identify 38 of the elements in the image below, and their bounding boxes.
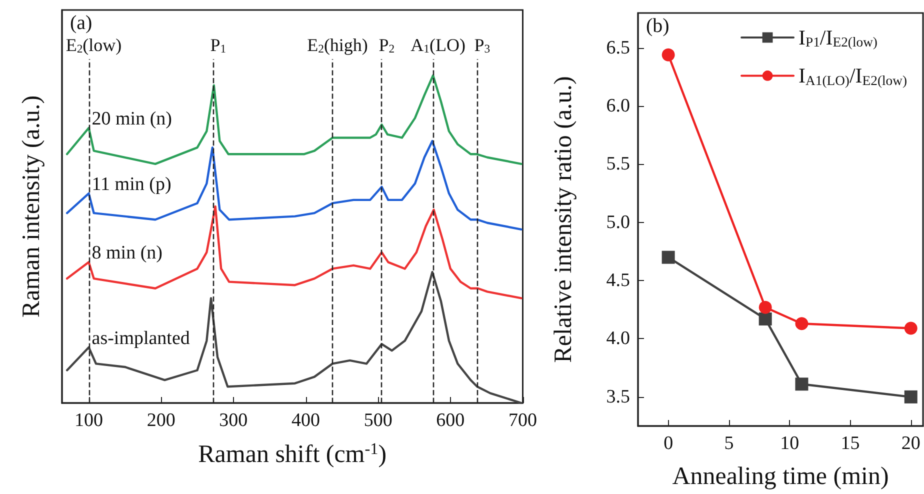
y-tick-label: 4.0 (606, 328, 630, 350)
legend-label: IP1/IE2(low) (798, 26, 878, 50)
x-tick-label: 500 (364, 410, 392, 431)
y-tick-label: 6.5 (606, 37, 630, 58)
y-tick-label: 5.5 (606, 154, 630, 175)
x-tick-label: 20 (901, 433, 920, 454)
y-tick-label: 6.0 (606, 96, 630, 117)
point (662, 48, 675, 62)
y-tick-label: 5.0 (606, 212, 630, 233)
x-tick-label: 600 (436, 410, 465, 431)
y-axis-title: Relative intensity ratio (a.u.) (550, 76, 577, 363)
point (758, 312, 772, 326)
y-tick-label: 3.5 (606, 386, 630, 408)
point (795, 378, 808, 391)
legend-label: IA1(LO)/IE2(low) (798, 64, 908, 88)
x-tick-label: 100 (74, 410, 104, 431)
series-label: as-implanted (92, 328, 190, 349)
x-tick-label: 15 (840, 433, 860, 454)
series-label: 8 min (n) (92, 242, 162, 264)
y-tick-label: 4.5 (606, 270, 630, 292)
point (758, 300, 772, 314)
x-tick-label: 300 (219, 410, 248, 431)
x-tick-label: 700 (508, 410, 537, 431)
series-label: 20 min (n) (92, 108, 172, 130)
x-tick-label: 400 (292, 410, 320, 431)
point (795, 317, 808, 330)
x-tick-label: 10 (780, 433, 800, 454)
series-label: 11 min (p) (92, 174, 172, 195)
chart-title: (a) (70, 12, 92, 34)
point (904, 322, 918, 335)
x-tick-label: 200 (146, 410, 176, 431)
x-tick-label: 0 (664, 433, 674, 454)
y-axis-title: Raman intensity (a.u.) (18, 95, 45, 318)
point (904, 390, 918, 404)
x-tick-label: 5 (724, 433, 734, 454)
x-axis-title: Annealing time (min) (672, 463, 889, 490)
point (662, 250, 675, 264)
chart-title: (b) (646, 15, 670, 37)
